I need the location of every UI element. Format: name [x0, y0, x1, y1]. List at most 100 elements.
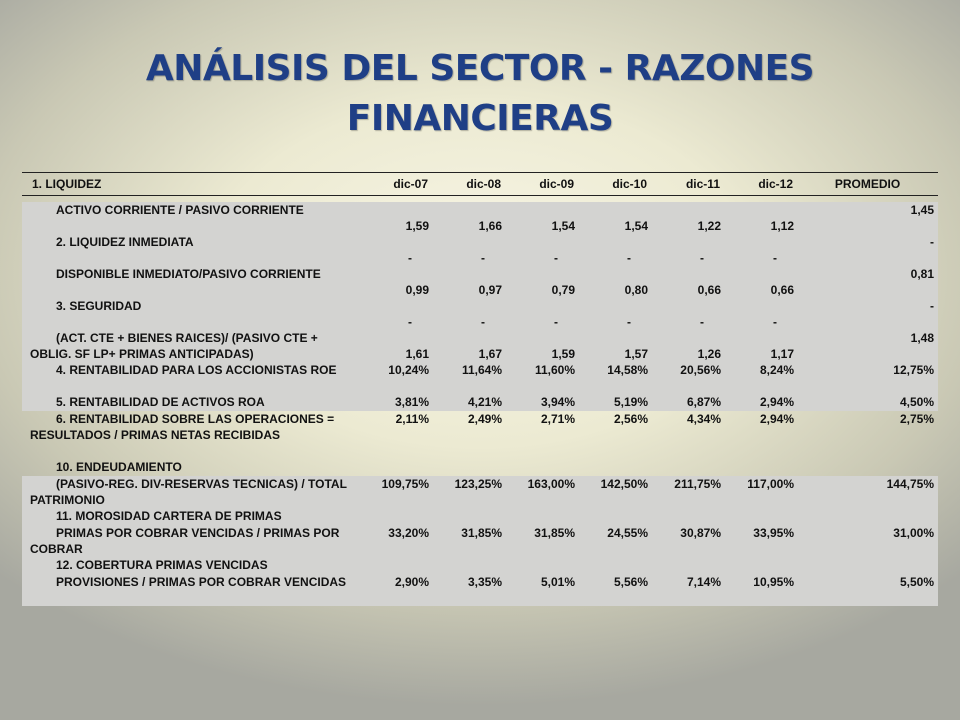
- table-row: 12. COBERTURA PRIMAS VENCIDAS: [22, 557, 938, 574]
- row-value: [578, 459, 651, 476]
- header-promedio: PROMEDIO: [797, 172, 938, 196]
- row-value: 7,14%: [651, 574, 724, 606]
- row-label: 6. RENTABILIDAD SOBRE LAS OPERACIONES = …: [30, 412, 335, 442]
- row-value: [724, 557, 797, 574]
- row-promedio: 1,48: [797, 330, 938, 362]
- row-value: -: [724, 234, 797, 266]
- row-label: 10. ENDEUDAMIENTO: [56, 460, 182, 474]
- table-row: PRIMAS POR COBRAR VENCIDAS / PRIMAS POR …: [22, 525, 938, 557]
- table-row: 10. ENDEUDAMIENTO: [22, 459, 938, 476]
- row-value: -: [651, 298, 724, 330]
- row-value: 1,59: [359, 202, 432, 234]
- row-value: 2,71%: [540, 412, 575, 426]
- row-value: 0,80: [578, 266, 651, 298]
- row-value: 1,61: [359, 330, 432, 362]
- row-value: 31,85%: [505, 525, 578, 557]
- table-row: 2. LIQUIDEZ INMEDIATA - - - - - - -: [22, 234, 938, 266]
- row-label: PROVISIONES / PRIMAS POR COBRAR VENCIDAS: [22, 574, 359, 606]
- row-value: -: [432, 298, 505, 330]
- row-value: 14,58%: [578, 362, 651, 394]
- row-value: 1,54: [505, 202, 578, 234]
- row-promedio: 5,50%: [797, 574, 938, 606]
- row-value: -: [432, 234, 505, 266]
- row-value: [359, 557, 432, 574]
- row-value: 11,64%: [432, 362, 505, 394]
- row-value: 2,56%: [613, 412, 648, 426]
- row-value: [651, 459, 724, 476]
- row-value: 30,87%: [651, 525, 724, 557]
- row-value: 1,59: [505, 330, 578, 362]
- row-value: 33,95%: [724, 525, 797, 557]
- row-value-text: 117,00%: [747, 477, 794, 491]
- row-value: -: [578, 298, 651, 330]
- row-value: 0,99: [359, 266, 432, 298]
- row-value: -: [651, 234, 724, 266]
- page-title-line2: FINANCIERAS: [346, 98, 614, 139]
- row-value: 2,11%: [395, 412, 429, 426]
- table-row: 5. RENTABILIDAD DE ACTIVOS ROA 3,81% 4,21%…: [22, 394, 938, 411]
- row-label: (PASIVO-REG. DIV-RESERVAS TECNICAS) / TO…: [22, 476, 359, 508]
- row-value: 1,17: [724, 330, 797, 362]
- row-value: [578, 508, 651, 525]
- row-value: 1,12: [724, 202, 797, 234]
- table-row: 3. SEGURIDAD - - - - - - -: [22, 298, 938, 330]
- table-row: 6. RENTABILIDAD SOBRE LAS OPERACIONES = …: [22, 411, 938, 459]
- row-value: [651, 557, 724, 574]
- row-value: 0,66: [651, 266, 724, 298]
- row-value: [651, 508, 724, 525]
- row-promedio: 1,45: [797, 202, 938, 234]
- row-value: 0,66: [724, 266, 797, 298]
- row-value: 1,22: [651, 202, 724, 234]
- row-label: 4. RENTABILIDAD PARA LOS ACCIONISTAS ROE: [22, 362, 359, 394]
- row-label: 2. LIQUIDEZ INMEDIATA: [22, 234, 359, 266]
- row-value: -: [724, 298, 797, 330]
- row-value: 1,54: [578, 202, 651, 234]
- table-header-row: 1. LIQUIDEZ dic-07 dic-08 dic-09 dic-10 …: [22, 172, 938, 196]
- row-value-text: 163,00%: [527, 477, 575, 491]
- row-value: 2,94%: [724, 394, 797, 411]
- row-value: [432, 557, 505, 574]
- row-value: [578, 557, 651, 574]
- row-value: 4,34%: [686, 412, 721, 426]
- table-row: DISPONIBLE INMEDIATO/PASIVO CORRIENTE 0,9…: [22, 266, 938, 298]
- row-value: 3,81%: [359, 394, 432, 411]
- row-promedio: [797, 508, 938, 525]
- page-title: ANÁLISIS DEL SECTOR - RAZONES FINANCIERA…: [90, 44, 870, 144]
- row-value: 31,85%: [432, 525, 505, 557]
- row-value: 123,25%: [432, 476, 505, 508]
- row-value: [724, 459, 797, 476]
- row-label: 12. COBERTURA PRIMAS VENCIDAS: [22, 557, 359, 574]
- row-label: PRIMAS POR COBRAR VENCIDAS / PRIMAS POR …: [22, 525, 359, 557]
- row-value: 3,35%: [432, 574, 505, 606]
- row-promedio: 2,75%: [899, 412, 934, 426]
- header-year: dic-11: [651, 172, 724, 196]
- row-value: 0,79: [505, 266, 578, 298]
- row-value: [359, 508, 432, 525]
- ratios-table: 1. LIQUIDEZ dic-07 dic-08 dic-09 dic-10 …: [22, 172, 938, 606]
- row-promedio: 4,50%: [797, 394, 938, 411]
- row-value-text: 109,75%: [381, 477, 429, 491]
- row-promedio: [797, 459, 938, 476]
- row-value: 163,00%: [505, 476, 578, 508]
- row-promedio: 31,00%: [797, 525, 938, 557]
- table-row: ACTIVO CORRIENTE / PASIVO CORRIENTE 1,59 1…: [22, 202, 938, 234]
- header-year: dic-09: [505, 172, 578, 196]
- row-value-text: 211,75%: [674, 477, 721, 491]
- row-value-text: 123,25%: [454, 477, 502, 491]
- row-promedio: 0,81: [797, 266, 938, 298]
- row-label: (ACT. CTE + BIENES RAICES)/ (PASIVO CTE …: [22, 330, 359, 362]
- row-promedio: -: [797, 298, 938, 330]
- row-value: 211,75%: [651, 476, 724, 508]
- header-label: 1. LIQUIDEZ: [22, 172, 359, 196]
- row-value: 11,60%: [505, 362, 578, 394]
- header-year: dic-10: [578, 172, 651, 196]
- row-value: -: [505, 234, 578, 266]
- row-value: 2,90%: [359, 574, 432, 606]
- table-body: ACTIVO CORRIENTE / PASIVO CORRIENTE 1,59 1…: [22, 196, 938, 606]
- row-value: -: [359, 234, 432, 266]
- row-value: 5,01%: [505, 574, 578, 606]
- row-value: -: [578, 234, 651, 266]
- row-value: [505, 459, 578, 476]
- row-value: -: [359, 298, 432, 330]
- row-value: 109,75%: [359, 476, 432, 508]
